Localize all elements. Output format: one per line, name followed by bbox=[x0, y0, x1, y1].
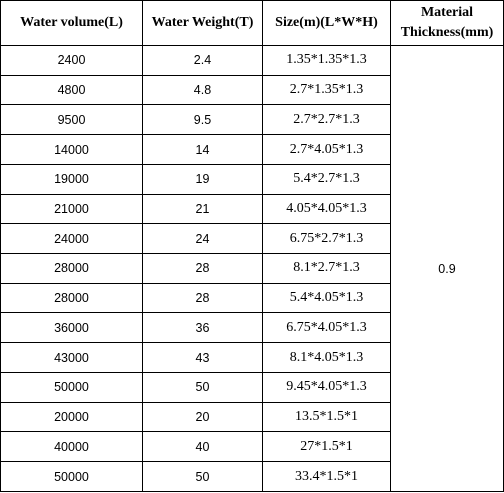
cell-water-weight: 14 bbox=[142, 134, 263, 165]
cell-size: 2.7*1.35*1.3 bbox=[262, 74, 391, 106]
table-row: 43000 43 8.1*4.05*1.3 bbox=[0, 342, 504, 373]
cell-water-weight: 20 bbox=[142, 401, 263, 433]
cell-water-volume: 50000 bbox=[0, 371, 143, 403]
header-row: Water volume(L) Water Weight(T) Size(m)(… bbox=[0, 0, 504, 46]
cell-size: 13.5*1.5*1 bbox=[262, 401, 391, 433]
table-row: 21000 21 4.05*4.05*1.3 bbox=[0, 193, 504, 225]
cell-water-weight: 50 bbox=[142, 371, 263, 403]
cell-water-volume: 19000 bbox=[0, 163, 143, 195]
table-body: 2400 2.4 1.35*1.35*1.3 0.9 4800 4.8 2.7*1.35*1… bbox=[0, 45, 504, 492]
cell-size: 2.7*2.7*1.3 bbox=[262, 104, 391, 136]
table-row: 19000 19 5.4*2.7*1.3 bbox=[0, 163, 504, 195]
table-row: 2400 2.4 1.35*1.35*1.3 0.9 bbox=[0, 45, 504, 492]
cell-size: 6.75*4.05*1.3 bbox=[262, 312, 391, 344]
cell-water-volume: 28000 bbox=[0, 282, 143, 314]
cell-water-weight: 4.8 bbox=[142, 74, 263, 106]
cell-size: 8.1*2.7*1.3 bbox=[262, 253, 391, 284]
cell-water-volume: 20000 bbox=[0, 401, 143, 433]
cell-water-weight: 9.5 bbox=[142, 104, 263, 136]
cell-size: 6.75*2.7*1.3 bbox=[262, 223, 391, 255]
table-row: 36000 36 6.75*4.05*1.3 bbox=[0, 312, 504, 344]
cell-size: 9.45*4.05*1.3 bbox=[262, 371, 391, 403]
cell-water-volume: 50000 bbox=[0, 461, 143, 492]
cell-water-weight: 40 bbox=[142, 431, 263, 463]
header-water-volume: Water volume(L) bbox=[0, 0, 143, 46]
cell-material-thickness: 0.9 bbox=[390, 45, 504, 492]
cell-water-weight: 36 bbox=[142, 312, 263, 344]
cell-water-volume: 2400 bbox=[0, 45, 143, 76]
cell-water-weight: 2.4 bbox=[142, 45, 263, 76]
cell-water-volume: 9500 bbox=[0, 104, 143, 136]
header-size: Size(m)(L*W*H) bbox=[262, 0, 391, 46]
header-water-weight: Water Weight(T) bbox=[142, 0, 263, 46]
table-row: 28000 28 8.1*2.7*1.3 bbox=[0, 253, 504, 284]
cell-water-volume: 21000 bbox=[0, 193, 143, 225]
cell-size: 33.4*1.5*1 bbox=[262, 461, 391, 492]
cell-water-weight: 28 bbox=[142, 253, 263, 284]
table-row: 50000 50 9.45*4.05*1.3 bbox=[0, 371, 504, 403]
cell-water-weight: 43 bbox=[142, 342, 263, 373]
cell-water-volume: 40000 bbox=[0, 431, 143, 463]
cell-size: 8.1*4.05*1.3 bbox=[262, 342, 391, 373]
table-row: 50000 50 33.4*1.5*1 bbox=[0, 461, 504, 492]
cell-water-volume: 36000 bbox=[0, 312, 143, 344]
cell-water-weight: 28 bbox=[142, 282, 263, 314]
cell-water-volume: 43000 bbox=[0, 342, 143, 373]
cell-water-volume: 4800 bbox=[0, 74, 143, 106]
cell-water-weight: 24 bbox=[142, 223, 263, 255]
cell-size: 27*1.5*1 bbox=[262, 431, 391, 463]
cell-water-weight: 50 bbox=[142, 461, 263, 492]
cell-size: 2.7*4.05*1.3 bbox=[262, 134, 391, 165]
table-row: 24000 24 6.75*2.7*1.3 bbox=[0, 223, 504, 255]
table-row: 14000 14 2.7*4.05*1.3 bbox=[0, 134, 504, 165]
cell-water-weight: 19 bbox=[142, 163, 263, 195]
cell-size: 4.05*4.05*1.3 bbox=[262, 193, 391, 225]
cell-water-volume: 14000 bbox=[0, 134, 143, 165]
cell-water-volume: 24000 bbox=[0, 223, 143, 255]
cell-water-weight: 21 bbox=[142, 193, 263, 225]
table-row: 9500 9.5 2.7*2.7*1.3 bbox=[0, 104, 504, 136]
header-material-thickness: Material Thickness(mm) bbox=[390, 0, 504, 46]
table-row: 28000 28 5.4*4.05*1.3 bbox=[0, 282, 504, 314]
table-row: 4800 4.8 2.7*1.35*1.3 bbox=[0, 74, 504, 106]
cell-water-volume: 28000 bbox=[0, 253, 143, 284]
cell-size: 5.4*2.7*1.3 bbox=[262, 163, 391, 195]
cell-size: 1.35*1.35*1.3 bbox=[262, 45, 391, 76]
cell-size: 5.4*4.05*1.3 bbox=[262, 282, 391, 314]
